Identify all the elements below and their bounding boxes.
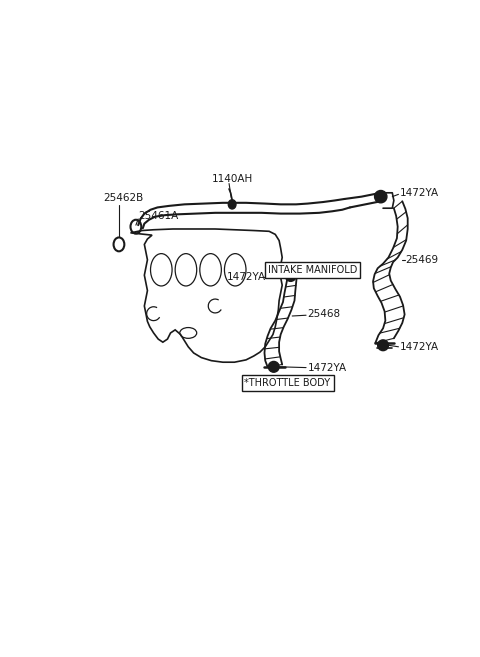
Text: 25461A: 25461A [138, 211, 179, 221]
Text: 25462B: 25462B [104, 193, 144, 203]
Circle shape [268, 361, 279, 373]
Ellipse shape [228, 200, 236, 209]
Text: INTAKE MANIFOLD: INTAKE MANIFOLD [267, 265, 357, 275]
Text: 1472YA: 1472YA [227, 273, 266, 283]
Text: 1140AH: 1140AH [211, 174, 252, 184]
Text: 25469: 25469 [406, 255, 439, 265]
Circle shape [378, 340, 388, 351]
Text: 1472YA: 1472YA [400, 188, 439, 198]
Text: 1472YA: 1472YA [308, 363, 347, 373]
Circle shape [374, 191, 387, 203]
Text: 25468: 25468 [308, 309, 341, 319]
Circle shape [285, 271, 296, 281]
Text: 1472YA: 1472YA [400, 342, 439, 351]
Text: *THROTTLE BODY: *THROTTLE BODY [244, 378, 331, 388]
